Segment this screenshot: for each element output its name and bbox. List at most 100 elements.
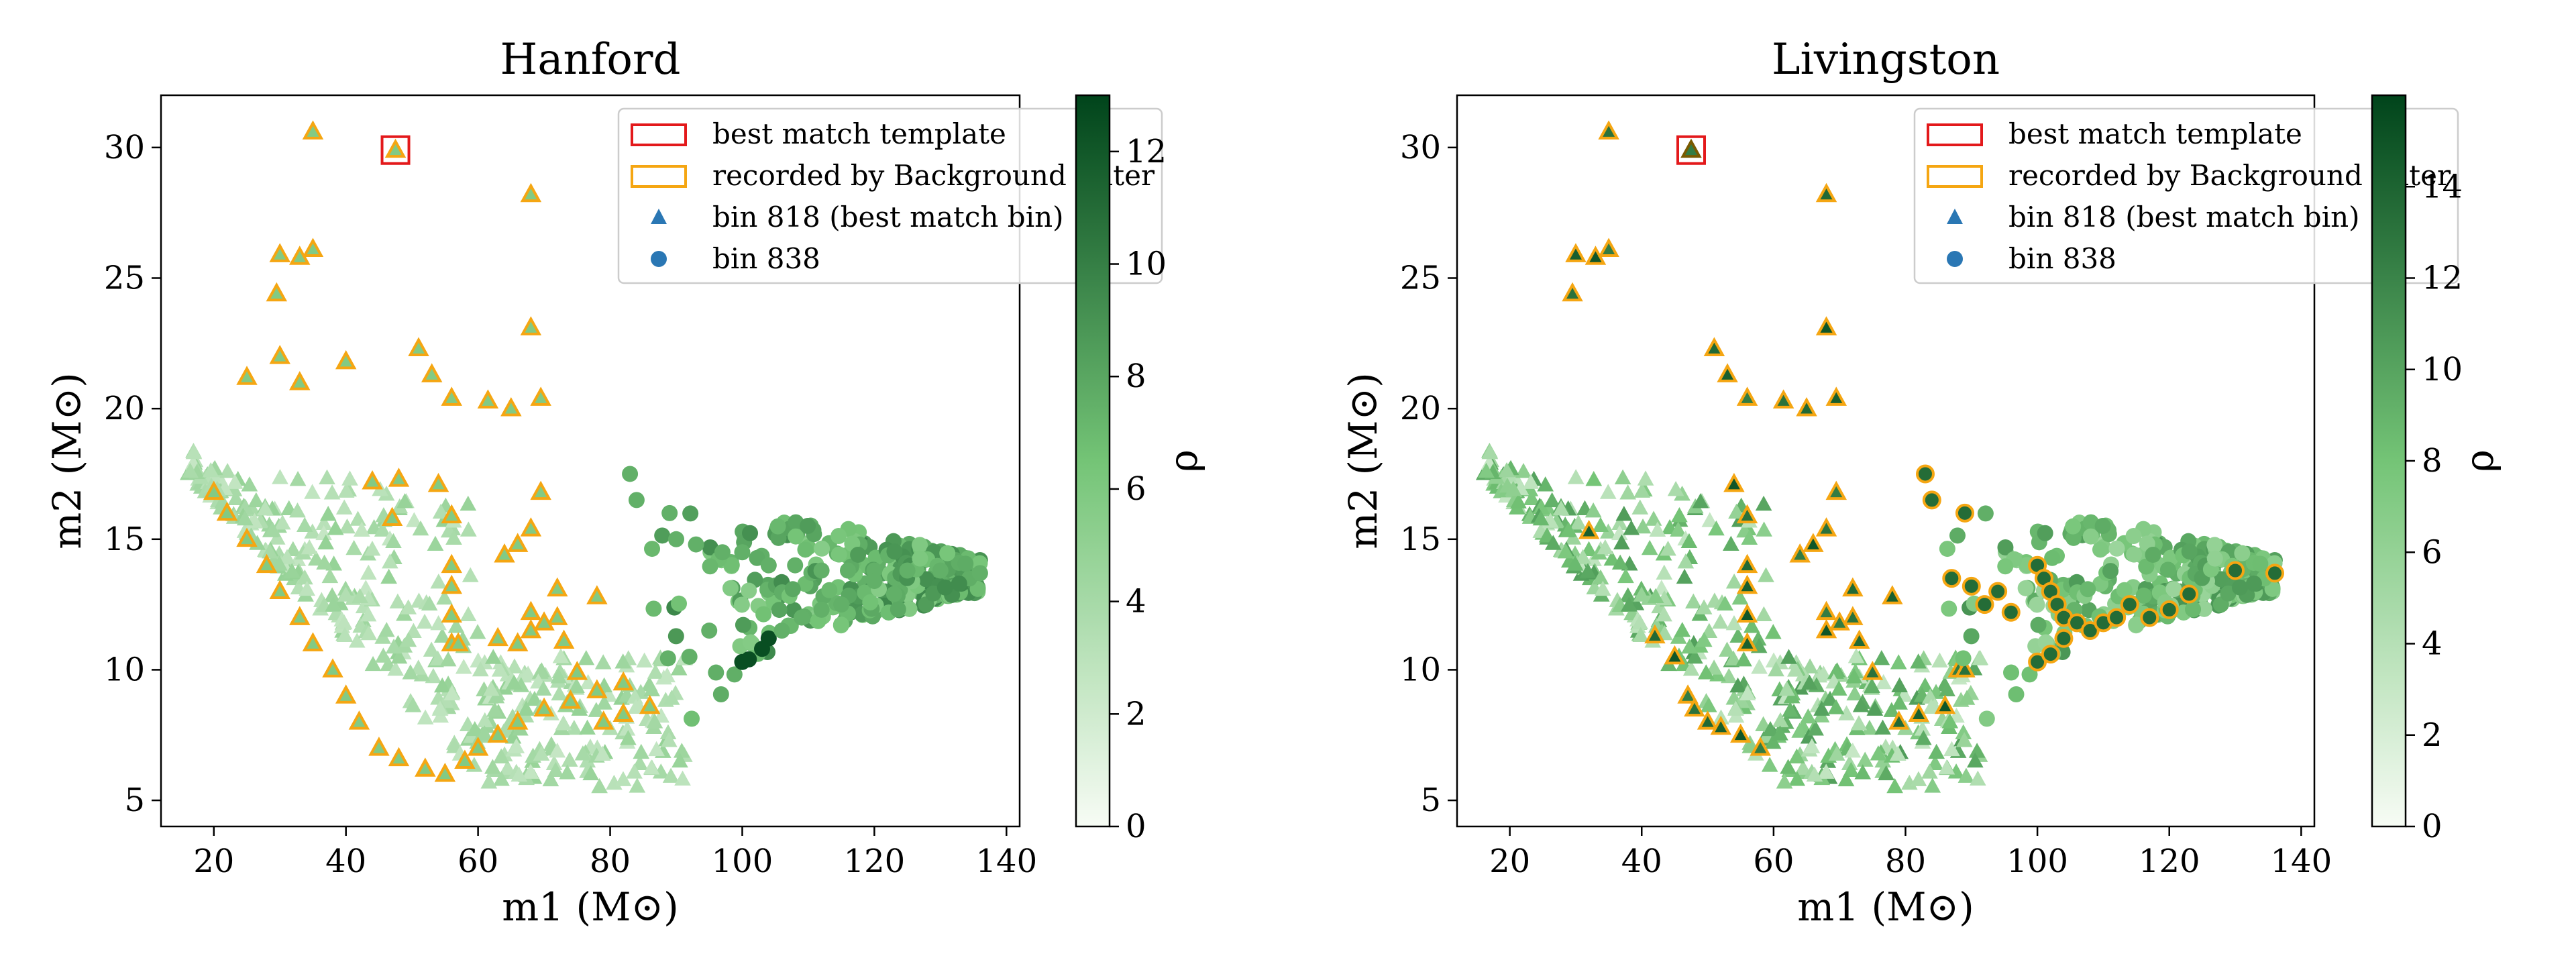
bin-818-point [1557,543,1574,559]
bin-818-point [421,363,443,382]
bin-818-point [480,773,498,789]
bin-818-point [493,771,510,786]
bin-838-point [2107,608,2127,627]
x-tick-label: 100 [712,843,773,880]
bin-818-point [1565,243,1587,262]
y-tick-label: 5 [1420,782,1441,819]
legend-handle-triangle [651,209,667,224]
bin-818-point [1801,658,1819,674]
bin-818-point [484,649,502,664]
bin-818-point [643,759,660,775]
bin-818-point [203,480,225,500]
bin-818-point [1600,523,1617,539]
hanford-x-axis-label: m1 (M⊙) [502,884,679,930]
bin-818-point [1633,586,1650,602]
bin-838-point [2116,582,2133,598]
bin-818-point [248,492,265,508]
bin-818-point [1750,631,1767,646]
bin-818-point [360,564,377,580]
bin-818-point [1788,654,1805,669]
bin-818-point [627,698,645,714]
bin-838-point [702,539,718,555]
bin-818-point [348,710,370,730]
bin-838-point [681,648,698,665]
bin-818-point [648,741,665,757]
bin-838-point [2082,528,2099,545]
bin-818-point [670,660,688,676]
bin-818-point [1681,638,1698,654]
bin-838-point [794,609,810,626]
bin-818-point [236,527,258,547]
bin-818-point [1874,719,1891,735]
bin-818-point [487,723,508,743]
bin-818-point [415,757,436,777]
bin-818-point [559,764,576,780]
bin-818-point [1847,648,1865,663]
bin-818-point [1614,469,1631,484]
x-tick-label: 120 [844,843,906,880]
bin-818-point [533,697,555,717]
bin-818-point [315,525,332,541]
x-tick-label: 20 [193,843,234,880]
bin-818-point [531,663,549,679]
bin-818-point [1736,553,1758,574]
bin-818-point [547,606,568,625]
bin-838-point [2041,645,2060,664]
bin-818-point [1917,677,1934,693]
bin-818-point [1478,462,1495,478]
bin-818-point [1910,653,1927,669]
bin-818-point [1830,680,1847,696]
bin-838-point [1975,595,1994,614]
bin-818-point [1712,613,1729,629]
bin-818-point [1968,743,1986,758]
bin-818-point [568,678,585,693]
bin-818-point [1592,517,1609,533]
bin-818-point [400,631,417,647]
bin-818-point [1623,520,1640,535]
bin-818-point [269,243,290,262]
legend-label: bin 818 (best match bin) [712,201,1064,233]
bin-838-point [1977,505,1994,522]
colorbar-tick-label: 8 [1126,358,1146,395]
bin-818-point [433,677,451,693]
legend-label: best match template [712,117,1006,150]
bin-818-point [1829,611,1850,631]
y-tick-label: 10 [104,651,145,688]
bin-818-point [1682,661,1700,676]
bin-818-point [1815,517,1837,537]
bin-818-point [1788,771,1806,786]
bin-818-point [241,476,258,492]
bin-818-point [1943,741,1960,757]
bin-818-point [1941,713,1959,729]
bin-818-point [520,316,542,335]
bin-838-point [668,531,684,547]
bin-838-point [1939,541,1955,557]
bin-818-point [1789,543,1811,563]
bin-818-point [269,580,290,600]
bin-838-point [912,537,928,553]
bin-818-point [460,606,477,622]
bin-818-point [341,470,358,486]
y-tick-label: 25 [104,260,145,297]
bin-818-point [219,463,236,478]
bin-838-point [702,558,718,575]
legend-label: bin 838 [712,242,820,275]
bin-818-point [433,627,451,643]
bin-818-point [1825,386,1847,406]
bin-818-point [476,725,493,741]
bin-838-point [2065,518,2082,535]
bin-838-point [2265,564,2285,583]
bin-818-point [520,517,542,537]
bin-818-point [1708,520,1725,536]
bin-818-point [1886,777,1903,794]
bin-818-point [1796,397,1817,417]
legend-handle-circle [651,251,667,267]
bin-818-point [1515,463,1532,478]
bin-818-point [1848,629,1870,649]
livingston-title: Livingston [1772,35,2000,85]
bin-818-point [1801,674,1818,690]
colorbar-label: ρ [2457,449,2502,472]
bin-818-point [1695,631,1713,647]
bin-818-point [427,535,444,551]
bin-818-point [1736,574,1758,594]
